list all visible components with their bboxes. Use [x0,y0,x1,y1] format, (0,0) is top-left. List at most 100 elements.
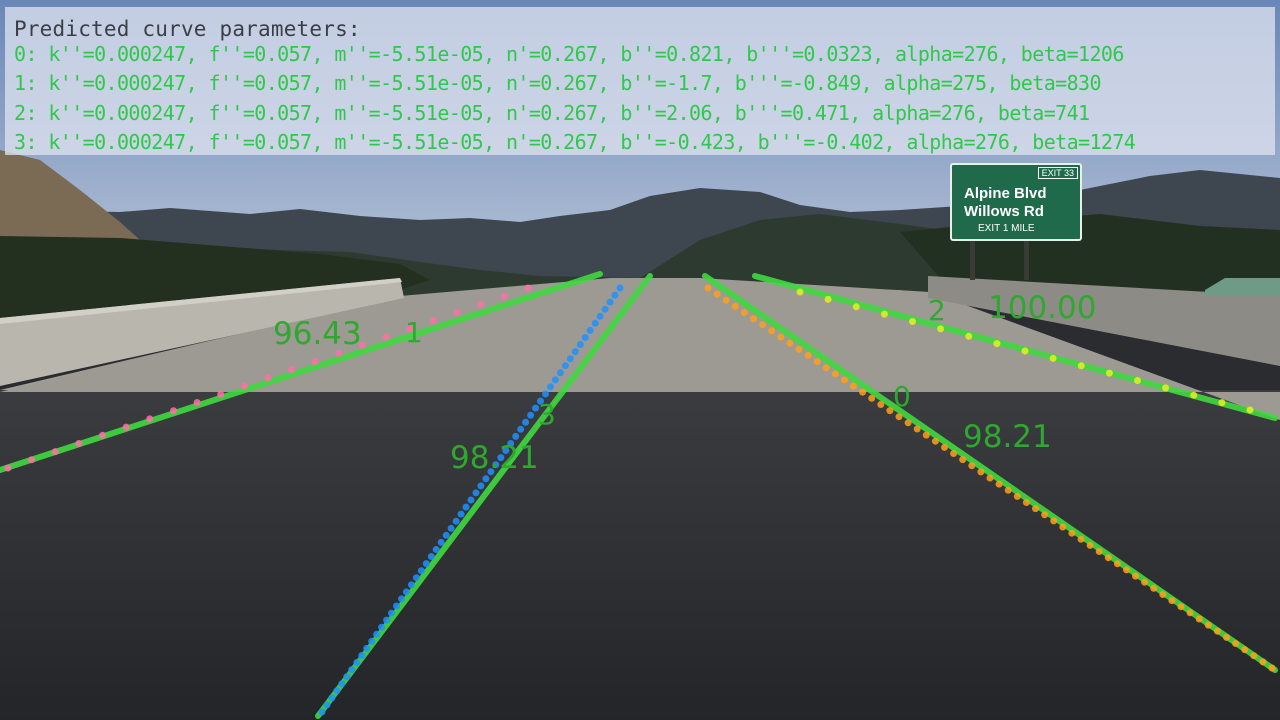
lane-id-3: 3 [538,398,556,431]
gt-lane-0-dot [786,339,794,347]
gt-lane-3-dot [591,319,599,327]
lane-score-3: 98.21 [450,440,539,476]
gt-lane-3-dot [497,454,505,462]
gt-lane-0-dot [1059,523,1067,531]
panel-title: Predicted curve parameters: [14,17,361,41]
gt-lane-0-dot [1204,621,1212,629]
gt-lane-3-dot [517,425,525,433]
gt-lane-0-dot [1050,517,1058,525]
green-roof [1205,278,1280,296]
gt-lane-3-dot [547,383,554,391]
gt-lane-1-dot [477,300,485,308]
gt-lane-3-dot [432,546,440,553]
gt-lane-3-dot [507,440,515,447]
gt-lane-3-dot [358,652,366,659]
sign-line-1: Alpine Blvd [964,185,1047,202]
gt-lane-0-dot [1086,541,1094,549]
sign-exit-tab: EXIT 33 [1037,167,1078,179]
gt-lane-2-dot [1190,391,1198,399]
gt-lane-0-dot [713,290,721,298]
gt-lane-3-dot [542,390,549,398]
gt-lane-0-dot [1232,640,1240,647]
sign-line-3: EXIT 1 MILE [978,223,1035,234]
gt-lane-3-dot [596,312,604,320]
gt-lane-0-dot [750,315,757,323]
gt-lane-0-dot [1013,492,1021,500]
gt-lane-1-dot [430,317,437,325]
gt-lane-0-dot [877,401,885,408]
gt-lane-3-dot [556,369,564,377]
sign-post [1024,240,1029,280]
gt-lane-0-dot [1113,560,1121,568]
road-surface-near [0,390,1280,720]
gt-lane-3-dot [348,666,356,674]
gt-lane-1-dot [51,448,59,456]
gt-lane-2-dot [1218,399,1226,407]
gt-lane-2-dot [796,288,804,296]
gt-lane-3-dot [551,376,559,384]
gt-lane-3-dot [383,616,391,624]
gt-lane-3-dot [427,553,435,560]
gt-lane-3-dot [561,362,569,370]
gt-lane-2-dot [937,325,945,333]
gt-lane-2-dot [1021,347,1029,355]
gt-lane-0-dot [977,468,985,476]
gt-lane-2-dot [993,340,1001,348]
gt-lane-2-dot [909,318,916,325]
gt-lane-3-dot [462,503,470,511]
gt-lane-0-dot [740,309,748,316]
gt-lane-3-dot [467,496,475,504]
gt-lane-3-dot [522,418,530,426]
sign-post [970,240,975,280]
gt-lane-0-dot [768,327,776,335]
gt-lane-0-dot [1195,615,1203,623]
gt-lane-0-dot [1259,658,1267,666]
predicted-lane-2-line [752,273,1278,421]
gt-lane-3-dot [388,609,395,617]
gt-lane-3-dot [353,659,361,666]
gt-lane-1-dot [406,325,414,333]
left-barrier [0,278,404,386]
sign-line-2: Willows Rd [964,203,1044,220]
gt-lane-1-dot [170,407,177,415]
left-barrier-top [0,278,402,324]
gt-lane-0-dot [1177,603,1185,611]
gt-lane-1-dot [122,423,130,431]
gt-lane-3-dot [606,298,614,306]
gt-lane-0-dot [1004,486,1012,494]
gt-lane-3-dot [611,291,619,299]
gt-lane-0-dot [1041,511,1049,519]
gt-lane-1-dot [382,333,390,341]
gt-lane-3-dot [566,355,574,363]
gt-lane-0-dot [1250,652,1258,660]
gt-lane-0-dot [1095,548,1103,555]
road-surface-mid [0,278,1280,420]
gt-lane-0-dot [868,394,876,402]
gt-lane-3-dot [323,701,331,709]
gt-lane-0-dot [941,443,948,451]
gt-lane-0-dot [1186,609,1194,617]
gt-lane-0-dot [1223,633,1230,641]
gt-lane-3-dot [487,468,495,476]
gt-lane-0-dot [822,364,830,372]
gt-lane-1-dot [359,341,366,349]
gt-lane-3-dot [442,531,450,539]
gt-lane-1-dot [217,390,225,398]
gt-lane-3-dot [368,637,376,645]
gt-lane-3-dot [343,673,351,681]
gt-lane-1-dot [500,292,508,300]
vegetation-left [0,236,430,318]
gt-lane-0-dot [1168,597,1176,605]
gt-lane-0-dot [795,345,803,353]
param-row-1: 1: k''=0.000247, f''=0.057, m''=-5.51e-0… [14,71,1102,95]
gt-lane-3-dot [601,305,609,313]
gt-lane-3-dot [537,397,544,405]
gt-lane-0-dot [859,388,867,396]
gt-lane-0-dot [704,284,712,292]
gt-lane-3-dot [447,524,455,532]
gt-lane-2-dot [1049,354,1057,362]
lane-id-0: 0 [893,380,911,413]
gt-lane-3-dot [318,708,326,716]
gt-lane-3-dot [437,538,445,546]
